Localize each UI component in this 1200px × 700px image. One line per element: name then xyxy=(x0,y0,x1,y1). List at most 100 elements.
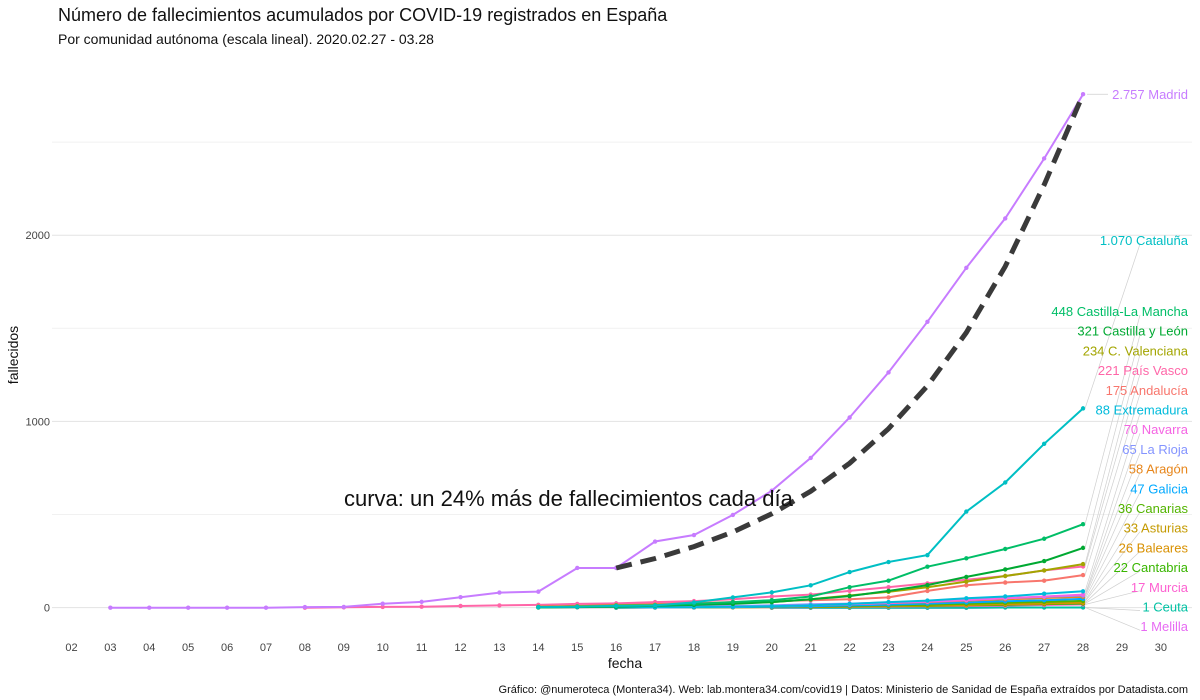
series-end-label: 26 Baleares xyxy=(1119,540,1189,555)
x-tick-label: 17 xyxy=(649,642,661,654)
data-point xyxy=(769,598,774,603)
series-end-labels: 2.757 Madrid 1.070 Cataluña 448 Castilla-L… xyxy=(1051,87,1188,634)
data-point xyxy=(769,488,774,493)
leader-line xyxy=(1084,570,1141,604)
leader-line xyxy=(1084,334,1141,548)
data-point xyxy=(575,604,580,609)
data-point xyxy=(847,601,852,607)
data-point xyxy=(964,265,969,270)
series-end-label: 65 La Rioja xyxy=(1122,442,1189,457)
reference-growth-curve xyxy=(615,93,1086,571)
leader-line xyxy=(1084,590,1141,605)
data-point xyxy=(730,599,736,605)
y-tick-labels: 0 1000 2000 xyxy=(26,230,50,614)
data-point xyxy=(886,578,891,583)
data-point xyxy=(1080,92,1086,97)
data-point xyxy=(1003,216,1008,221)
y-tick-label: 1000 xyxy=(26,416,50,428)
data-point xyxy=(847,415,852,420)
leader-line xyxy=(1084,413,1141,592)
data-point xyxy=(1003,546,1008,552)
data-point xyxy=(964,556,969,561)
data-point xyxy=(691,532,697,538)
x-tick-label: 30 xyxy=(1155,642,1167,654)
series-end-label: 1 Ceuta xyxy=(1142,600,1188,615)
data-point xyxy=(575,565,580,571)
data-point xyxy=(925,564,930,569)
leader-line xyxy=(1084,492,1141,600)
data-point xyxy=(458,595,463,600)
data-point xyxy=(652,603,658,608)
data-point xyxy=(847,569,852,575)
chart-annotation: curva: un 24% más de fallecimientos cada… xyxy=(344,486,794,511)
series-end-label: 36 Canarias xyxy=(1118,501,1189,516)
x-tick-label: 04 xyxy=(143,642,155,654)
series-end-label: 58 Aragón xyxy=(1129,462,1188,477)
x-axis-title: fecha xyxy=(608,655,642,671)
data-point xyxy=(691,600,697,605)
data-point xyxy=(886,595,891,600)
leader-line xyxy=(1084,472,1141,597)
data-point xyxy=(1080,545,1086,551)
data-point xyxy=(886,559,891,565)
data-point xyxy=(536,589,541,594)
series-end-label: 22 Cantabria xyxy=(1114,560,1189,575)
leader-line xyxy=(1084,511,1141,602)
data-point xyxy=(886,599,891,605)
data-point xyxy=(925,588,930,594)
series-end-label: 321 Castilla y León xyxy=(1077,324,1188,339)
series-madrid xyxy=(108,92,1086,610)
data-point xyxy=(1041,578,1047,583)
data-point xyxy=(847,597,852,602)
x-tick-label: 09 xyxy=(338,642,350,654)
data-point xyxy=(808,455,813,461)
chart-caption: Gráfico: @numeroteca (Montera34). Web: l… xyxy=(498,684,1188,696)
series-end-label: 2.757 Madrid xyxy=(1112,87,1188,102)
page-subtitle: Por comunidad autónoma (escala lineal). … xyxy=(58,31,434,47)
data-point xyxy=(808,603,813,608)
data-point xyxy=(964,596,969,601)
series-end-label: 221 País Vasco xyxy=(1098,363,1188,378)
label-leader-lines xyxy=(1084,93,1141,631)
series-end-label: 70 Navarra xyxy=(1124,422,1189,437)
series-end-label: 47 Galicia xyxy=(1130,481,1189,496)
x-tick-label: 18 xyxy=(688,642,700,654)
series-end-label: 88 Extremadura xyxy=(1096,403,1189,418)
series-end-label: 175 Andalucía xyxy=(1106,383,1189,398)
leader-line xyxy=(1084,531,1141,602)
leader-line xyxy=(1085,607,1141,611)
x-tick-label: 14 xyxy=(532,642,544,654)
data-point xyxy=(847,584,852,590)
data-point xyxy=(613,603,619,608)
data-point xyxy=(925,582,930,588)
data-point xyxy=(536,604,541,610)
data-point xyxy=(769,594,774,599)
leader-line xyxy=(1084,452,1141,596)
x-tick-label: 26 xyxy=(999,642,1011,654)
x-tick-labels: 02 03 04 05 06 07 08 09 10 11 12 13 14 15 16 17 18 19 20 21… xyxy=(65,642,1167,654)
x-tick-label: 22 xyxy=(843,642,855,654)
data-point xyxy=(1041,156,1047,161)
leader-line xyxy=(1084,551,1141,604)
grid-lines xyxy=(52,141,1192,609)
series-line xyxy=(110,93,1084,609)
data-point xyxy=(1003,594,1008,599)
data-point xyxy=(730,595,736,600)
x-tick-label: 02 xyxy=(65,642,77,654)
data-point xyxy=(1003,573,1008,579)
data-point xyxy=(925,552,930,558)
data-point xyxy=(886,584,891,590)
data-point xyxy=(341,604,347,610)
data-point xyxy=(108,605,113,610)
data-point xyxy=(964,583,969,588)
data-point xyxy=(769,590,774,595)
data-point xyxy=(302,604,308,610)
data-point xyxy=(808,594,813,599)
leader-line xyxy=(1084,314,1141,525)
page-title: Número de fallecimientos acumulados por … xyxy=(58,5,668,25)
x-tick-label: 29 xyxy=(1116,642,1128,654)
data-point xyxy=(1003,480,1008,485)
data-point xyxy=(1003,567,1008,572)
leader-line xyxy=(1084,433,1141,595)
